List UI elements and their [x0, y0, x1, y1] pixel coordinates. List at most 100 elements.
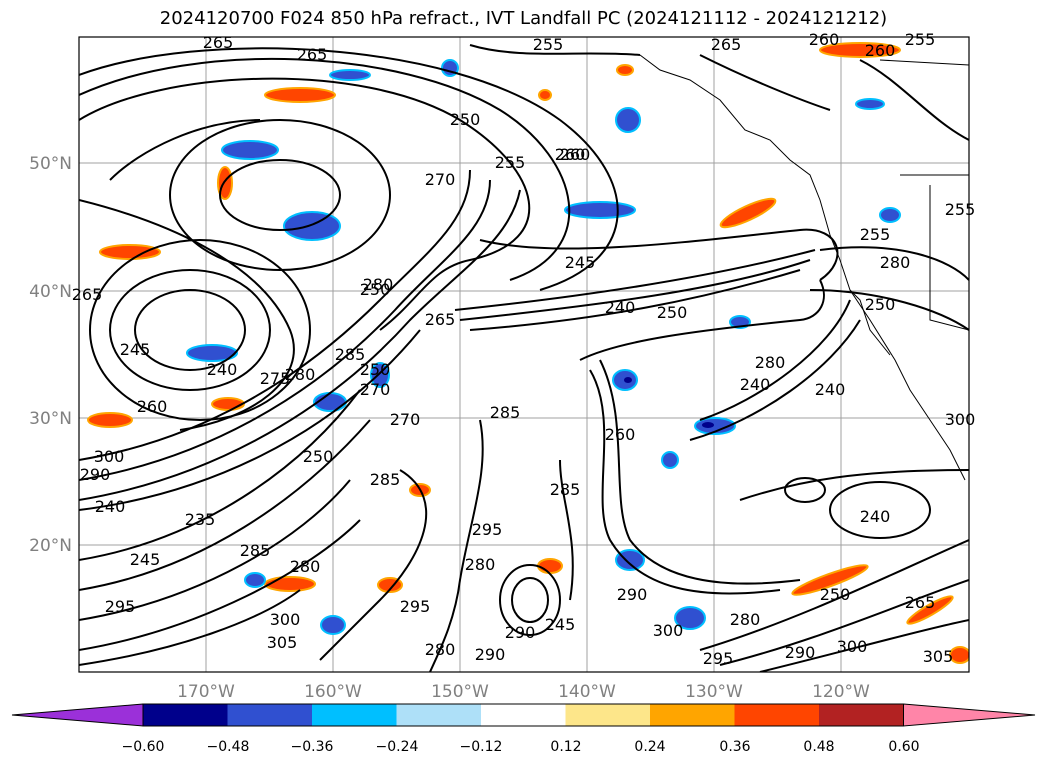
contour-label: 280: [730, 610, 761, 629]
contour-label: 280: [285, 365, 316, 384]
contour-label: 285: [370, 470, 401, 489]
contour-label: 245: [565, 253, 596, 272]
contour-label: 290: [80, 465, 111, 484]
contour-label: 280: [363, 275, 394, 294]
map-frame: [78, 36, 970, 673]
contour-label: 295: [703, 649, 734, 668]
colorbar-segment: [734, 704, 819, 726]
lon-label-160w: 160°W: [304, 682, 362, 702]
contour-label: 250: [657, 303, 688, 322]
contour-label: 300: [945, 410, 976, 429]
contour-label: 305: [923, 647, 954, 666]
contour-label: 300: [653, 621, 684, 640]
colorbar-segment: [312, 704, 397, 726]
contour-label: 260: [605, 425, 636, 444]
colorbar-label: 0.48: [803, 739, 834, 755]
lon-label-150w: 150°W: [431, 682, 489, 702]
contour-label: 255: [495, 153, 526, 172]
contour-label: 250: [360, 360, 391, 379]
colorbar-label: −0.48: [207, 739, 250, 755]
colorbar-frame: [142, 703, 904, 727]
latitude-labels: 50°N 40°N 30°N 20°N: [29, 154, 72, 556]
contour-label: 240: [815, 380, 846, 399]
contour-label: 260: [560, 145, 591, 164]
contour-label: 265: [297, 45, 328, 64]
contour-label: 300: [270, 610, 301, 629]
lat-label-40n: 40°N: [29, 282, 72, 302]
contour-label: 250: [360, 280, 391, 299]
colorbar-extend-high: [903, 703, 1036, 727]
colorbar: [11, 703, 1036, 727]
contour-label: 295: [472, 520, 503, 539]
contour-label: 235: [185, 510, 216, 529]
colorbar-label: −0.12: [460, 739, 503, 755]
contour-label: 270: [390, 410, 421, 429]
contour-label: 255: [945, 200, 976, 219]
contour-label: 265: [72, 285, 103, 304]
colorbar-label: 0.24: [634, 739, 665, 755]
colorbar-segment: [396, 704, 481, 726]
lon-label-170w: 170°W: [177, 682, 235, 702]
contour-label: 250: [820, 585, 851, 604]
contour-label: 300: [837, 637, 868, 656]
contour-label: 305: [267, 633, 298, 652]
colorbar-segment: [481, 704, 566, 726]
contour-label: 260: [865, 41, 896, 60]
colorbar-labels: −0.60 −0.48 −0.36 −0.24 −0.12 0.12 0.24 …: [122, 739, 920, 755]
contour-label: 300: [94, 447, 125, 466]
colorbar-segment: [650, 704, 735, 726]
contour-label: 295: [105, 597, 136, 616]
contour-label: 245: [130, 550, 161, 569]
contour-label: 255: [905, 30, 936, 49]
lat-label-50n: 50°N: [29, 154, 72, 174]
contour-label: 240: [740, 375, 771, 394]
contour-label: 260: [137, 397, 168, 416]
refractivity-shading: [87, 42, 969, 664]
contour-label: 255: [533, 35, 564, 54]
contour-label: 290: [475, 645, 506, 664]
contour-label: 270: [425, 170, 456, 189]
colorbar-label: 0.60: [888, 739, 919, 755]
contour-label: 280: [465, 555, 496, 574]
colorbar-segment: [819, 704, 904, 726]
contour-label: 290: [505, 623, 536, 642]
contour-label: 295: [400, 597, 431, 616]
contour-label: 275: [260, 369, 291, 388]
contour-label: 290: [785, 643, 816, 662]
contour-label: 265: [203, 33, 234, 52]
colorbar-label: −0.60: [122, 739, 165, 755]
contour-label: 250: [865, 295, 896, 314]
contour-label: 255: [860, 225, 891, 244]
contour-label: 250: [450, 110, 481, 129]
contour-label: 265: [711, 35, 742, 54]
contour-label: 250: [303, 447, 334, 466]
colorbar-label: −0.36: [291, 739, 334, 755]
lat-label-20n: 20°N: [29, 536, 72, 556]
colorbar-segment: [565, 704, 650, 726]
contour-label: 270: [360, 380, 391, 399]
lat-label-30n: 30°N: [29, 409, 72, 429]
contour-label: 240: [95, 497, 126, 516]
lon-label-120w: 120°W: [812, 682, 870, 702]
map-plot-area: [79, 37, 969, 672]
contour-label: 285: [240, 541, 271, 560]
contour-label: 240: [207, 360, 238, 379]
coastline: [639, 54, 969, 481]
contour-label: 265: [425, 310, 456, 329]
contour-label: 285: [550, 480, 581, 499]
longitude-labels: 170°W 160°W 150°W 140°W 130°W 120°W: [177, 682, 870, 702]
map-title: 2024120700 F024 850 hPa refract., IVT La…: [159, 8, 888, 29]
contour-label: 280: [290, 557, 321, 576]
contour-label: 265: [905, 593, 936, 612]
contour-label: 280: [425, 640, 456, 659]
contour-label: 245: [545, 615, 576, 634]
contour-label: 260: [555, 145, 586, 164]
contour-label: 260: [809, 30, 840, 49]
colorbar-label: −0.24: [376, 739, 419, 755]
colorbar-segment: [227, 704, 312, 726]
contour-label: 245: [120, 340, 151, 359]
contour-label: 240: [860, 507, 891, 526]
contour-label: 285: [490, 403, 521, 422]
